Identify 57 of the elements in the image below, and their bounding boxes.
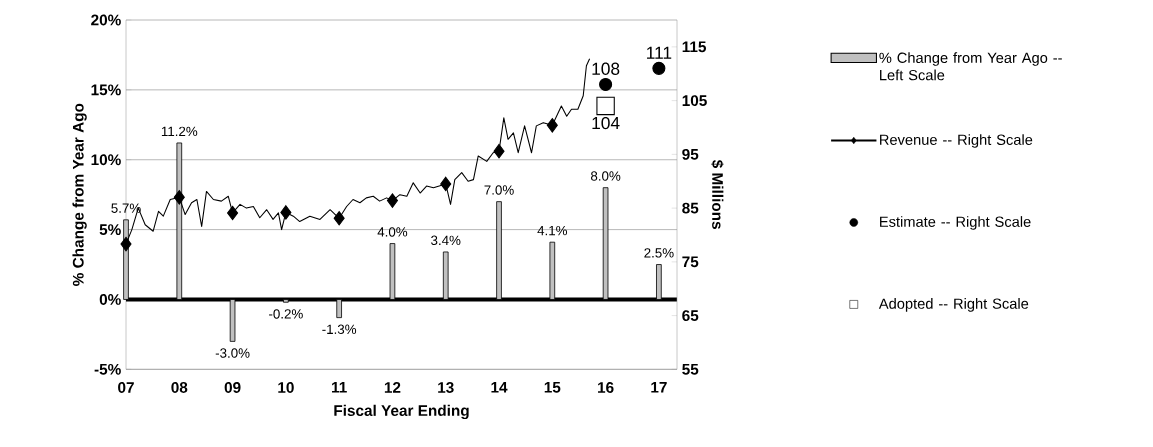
data-label: 4.1% — [537, 225, 568, 236]
x-tick-label: 08 — [171, 382, 188, 393]
y-tick-label: 0% — [99, 294, 121, 305]
data-label: 108 — [592, 62, 620, 75]
y-tick-label: 15% — [91, 84, 121, 96]
data-label: 3.4% — [431, 235, 461, 246]
point — [440, 176, 452, 192]
data-label: -0.2% — [269, 309, 303, 319]
x-axis-title: Fiscal Year Ending — [334, 404, 469, 420]
x-tick-label: 09 — [224, 382, 241, 393]
data-label: 8.0% — [590, 171, 621, 181]
point — [120, 236, 132, 252]
y-tick-label: 20% — [91, 14, 121, 26]
data-label: -1.3% — [322, 324, 357, 334]
point — [652, 61, 666, 75]
x-tick-label: 15 — [544, 382, 561, 393]
y2-tick-label: 75 — [682, 256, 699, 268]
y2-tick-label: 55 — [682, 363, 699, 375]
data-label: 2.5% — [644, 248, 674, 258]
y2-tick-label: 115 — [682, 41, 707, 53]
y2-axis-title: $ Millions — [711, 159, 724, 229]
point — [493, 143, 505, 159]
data-label: 7.0% — [484, 185, 514, 195]
data-label: 5.7% — [111, 203, 141, 213]
data-label: 104 — [592, 116, 620, 130]
legend-label: Estimate -- Right Scale — [880, 216, 1031, 230]
y-tick-label: 10% — [91, 154, 121, 166]
legend-label: Adopted -- Right Scale — [878, 298, 1029, 312]
y2-tick-label: 95 — [682, 148, 699, 160]
point — [227, 205, 239, 221]
x-tick-label: 10 — [278, 382, 294, 393]
x-tick-label: 16 — [598, 382, 614, 393]
legend-label: % Change from Year Ago -- Left Scale — [879, 52, 1062, 81]
y2-tick-label: 65 — [682, 310, 699, 322]
point — [386, 193, 398, 208]
data-label: 11.2% — [161, 126, 198, 137]
x-tick-label: 17 — [651, 382, 667, 393]
y2-tick-label: 105 — [682, 95, 707, 107]
x-tick-label: 13 — [438, 382, 454, 393]
point — [333, 211, 345, 226]
point — [599, 77, 613, 92]
data-label: 111 — [647, 46, 672, 59]
x-tick-label: 11 — [332, 382, 347, 393]
y-tick-label: -5% — [94, 363, 121, 375]
legend-label: Revenue -- Right Scale — [880, 134, 1033, 148]
point — [596, 96, 615, 116]
y-tick-label: 5% — [99, 224, 121, 236]
y-axis-title: % Change from Year Ago — [72, 103, 87, 286]
x-tick-label: 14 — [491, 382, 508, 393]
data-label: 4.0% — [377, 227, 408, 237]
y2-tick-label: 85 — [682, 202, 699, 214]
x-tick-label: 07 — [118, 382, 134, 393]
point — [546, 118, 558, 133]
point — [173, 190, 185, 205]
x-tick-label: 12 — [384, 382, 401, 393]
data-label: -3.0% — [215, 348, 250, 358]
point — [280, 205, 292, 220]
